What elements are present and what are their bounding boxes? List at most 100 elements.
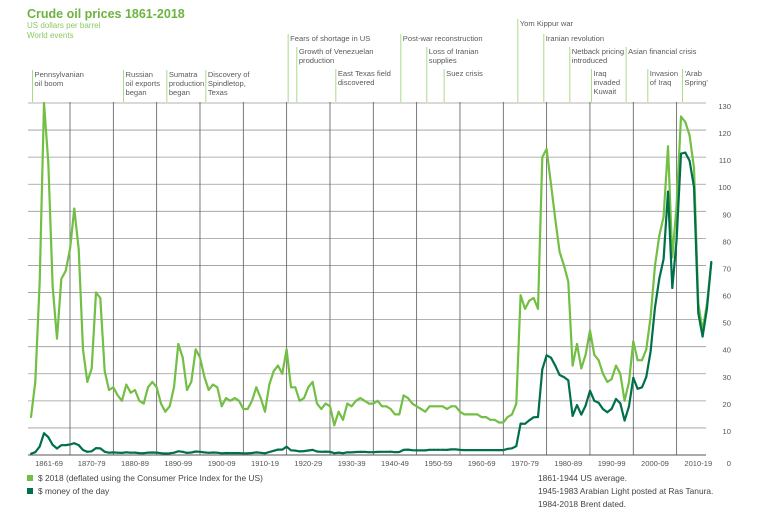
data-point	[463, 413, 466, 416]
data-point	[134, 451, 136, 454]
data-point	[597, 401, 600, 404]
data-point	[368, 402, 370, 405]
data-point	[129, 451, 132, 454]
data-point	[285, 348, 288, 351]
x-tick-label: 1930-39	[338, 459, 366, 468]
data-point	[220, 405, 223, 408]
data-point	[242, 452, 245, 455]
data-point	[95, 291, 97, 294]
data-point	[225, 452, 227, 454]
data-point	[489, 418, 492, 421]
data-point	[441, 448, 444, 451]
data-point	[641, 386, 643, 389]
data-point	[329, 405, 331, 408]
data-point	[285, 445, 288, 448]
y-tick-label: 130	[718, 102, 731, 111]
event-label: Loss of Iranian	[429, 47, 479, 56]
data-point	[168, 405, 171, 408]
data-point	[103, 370, 106, 373]
data-point	[47, 161, 50, 164]
data-point	[138, 452, 141, 455]
y-tick-label: 120	[718, 129, 731, 138]
data-point	[589, 389, 591, 392]
data-point	[64, 444, 67, 447]
event-label: Discovery of	[208, 70, 251, 79]
data-point	[558, 250, 561, 253]
data-point	[606, 411, 609, 414]
data-point	[623, 419, 626, 422]
data-point	[697, 312, 700, 315]
data-point	[649, 350, 652, 353]
data-point	[524, 307, 526, 310]
data-point	[342, 452, 344, 455]
event-label: began	[125, 88, 146, 97]
data-point	[151, 380, 154, 383]
data-point	[411, 449, 414, 452]
event-label: supplies	[429, 56, 457, 65]
data-point	[545, 354, 548, 357]
data-point	[277, 364, 279, 367]
data-point	[82, 348, 84, 351]
data-point	[706, 307, 708, 310]
data-point	[632, 376, 635, 379]
series-line-2018-dollars	[29, 101, 713, 427]
data-point	[229, 452, 232, 455]
data-point	[372, 402, 375, 405]
data-point	[645, 348, 648, 351]
data-point	[385, 405, 388, 408]
data-point	[610, 378, 613, 381]
data-point	[636, 359, 639, 362]
data-point	[619, 402, 622, 405]
data-point	[654, 264, 656, 267]
data-point	[194, 450, 197, 453]
data-point	[60, 444, 63, 447]
y-tick-label: 60	[723, 292, 731, 301]
x-tick-label: 1900-09	[208, 459, 236, 468]
event-label: production	[169, 79, 204, 88]
data-point	[316, 402, 318, 405]
data-point	[528, 299, 531, 302]
data-point	[355, 399, 357, 402]
data-point	[229, 399, 232, 402]
data-point	[190, 380, 193, 383]
data-point	[376, 399, 379, 402]
data-point	[238, 399, 240, 402]
axis-ticks: 0 10 20 30 40 50 60 70 80 90 100 110 120 130 1861-69 18…	[35, 102, 731, 468]
data-point	[173, 451, 175, 454]
data-point	[259, 397, 262, 400]
data-point	[684, 121, 687, 123]
event-label: Growth of Venezuelan	[299, 47, 374, 56]
x-tick-label: 1890-99	[164, 459, 192, 468]
y-tick-label: 40	[723, 346, 731, 355]
chart-title: Crude oil prices 1861-2018	[27, 7, 185, 21]
event-label: introduced	[572, 56, 607, 65]
data-point	[476, 449, 479, 452]
data-point	[155, 386, 158, 389]
data-point	[511, 447, 513, 450]
data-point	[584, 404, 587, 407]
data-point	[177, 343, 180, 345]
data-point	[402, 394, 405, 397]
event-label: Iraq	[593, 69, 606, 78]
data-point	[298, 399, 301, 402]
data-point	[181, 450, 184, 453]
data-point	[428, 405, 431, 408]
data-point	[493, 418, 496, 421]
data-point	[30, 416, 32, 419]
y-tick-label: 70	[723, 264, 731, 273]
data-point	[199, 450, 201, 453]
data-point	[34, 380, 37, 383]
data-point	[454, 448, 457, 451]
event-label: Sumatra	[169, 70, 198, 79]
data-point	[372, 451, 375, 454]
data-point	[602, 408, 604, 411]
data-point	[82, 449, 84, 451]
data-point	[116, 394, 119, 397]
data-point	[606, 380, 609, 383]
data-point	[502, 421, 505, 424]
event-label: Fears of shortage in US	[290, 34, 370, 43]
event-label: discovered	[338, 78, 375, 87]
data-point	[415, 405, 418, 408]
event-label: Asian financial crisis	[628, 47, 697, 56]
data-point	[649, 315, 652, 318]
